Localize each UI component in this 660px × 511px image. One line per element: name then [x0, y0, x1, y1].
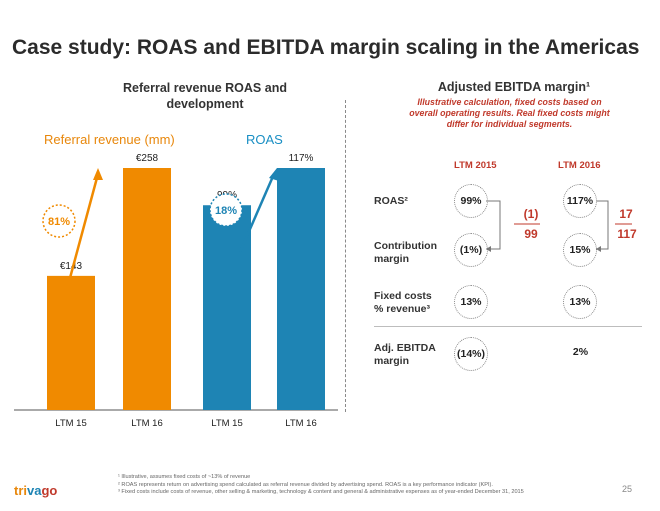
row-label-adj-ebitda: Adj. EBITDA margin	[374, 342, 436, 368]
row-label-fixed-costs: Fixed costs % revenue³	[374, 290, 432, 316]
bar-referral-0	[47, 275, 95, 410]
page-title: Case study: ROAS and EBITDA margin scali…	[12, 36, 640, 59]
referral-growth-arrow	[68, 173, 100, 279]
row-label-line2: margin	[374, 355, 410, 367]
row-label-line1: Contribution	[374, 240, 437, 252]
row-label-line1: Fixed costs	[374, 290, 432, 302]
bar-roas-0	[203, 205, 251, 410]
fixed-costs-2015-value: 13%	[454, 285, 488, 319]
contribution-2015-value: (1%)	[454, 233, 488, 267]
ebitda-2015-value: (14%)	[454, 337, 488, 371]
fraction-2015-numerator: (1)	[523, 207, 539, 221]
referral-revenue-label: Referral revenue (mm)	[44, 132, 175, 147]
footnote-3: ³ Fixed costs include costs of revenue, …	[118, 489, 524, 495]
footnotes: ¹ Illustrative, assumes fixed costs of ~…	[118, 474, 548, 497]
row-label-line1: Adj. EBITDA	[374, 342, 436, 354]
footnote-1: ¹ Illustrative, assumes fixed costs of ~…	[118, 474, 251, 480]
fraction-brackets	[486, 200, 632, 252]
ebitda-panel-title: Adjusted EBITDA margin¹	[437, 80, 591, 94]
x-tick-label: LTM 15	[55, 418, 87, 429]
column-header-2016: LTM 2016	[558, 160, 601, 171]
left-panel-title: Referral revenue ROAS and development	[123, 81, 287, 111]
separator-line	[374, 326, 642, 327]
contribution-2016-value: 15%	[563, 233, 597, 267]
roas-growth-arrow	[238, 173, 276, 253]
roas-arrow-head	[269, 168, 279, 181]
row-label-line2: % revenue³	[374, 303, 431, 315]
column-header-2015: LTM 2015	[454, 160, 497, 171]
footnote-2: ² ROAS represents return on advertising …	[118, 481, 493, 488]
bar-value-label: €258	[136, 153, 159, 164]
bar-roas-1	[277, 168, 325, 410]
roas-2015-value: 99%	[454, 184, 488, 218]
ebitda-2016-value: 2%	[572, 346, 589, 358]
x-tick-label: LTM 15	[211, 418, 243, 429]
fraction-2016-numerator: 17	[619, 207, 633, 221]
fraction-2016-denominator: 117	[617, 227, 637, 241]
row-label-roas: ROAS²	[374, 195, 408, 207]
referral-arrow-head	[93, 168, 103, 180]
page-number: 25	[622, 484, 633, 494]
referral-growth-circle	[42, 204, 76, 238]
x-tick-label: LTM 16	[285, 418, 317, 429]
fixed-costs-2016-value: 13%	[563, 285, 597, 319]
roas-growth-value: 18%	[215, 205, 237, 217]
bar-value-label: €143	[60, 261, 83, 272]
bar-value-label: 117%	[289, 153, 314, 164]
ebitda-panel-note: Illustrative calculation, fixed costs ba…	[409, 97, 610, 129]
section-divider	[345, 100, 346, 412]
fraction-2015-denominator: 99	[524, 227, 538, 241]
x-tick-label: LTM 16	[131, 418, 163, 429]
referral-growth-value: 81%	[48, 216, 70, 228]
roas-label: ROAS	[246, 132, 283, 147]
bar-referral-1	[123, 168, 171, 410]
trivago-logo: trivago	[14, 483, 58, 498]
row-label-line2: margin	[374, 253, 410, 265]
roas-growth-circle	[209, 193, 243, 227]
row-label-contribution-margin: Contribution margin	[374, 240, 437, 266]
